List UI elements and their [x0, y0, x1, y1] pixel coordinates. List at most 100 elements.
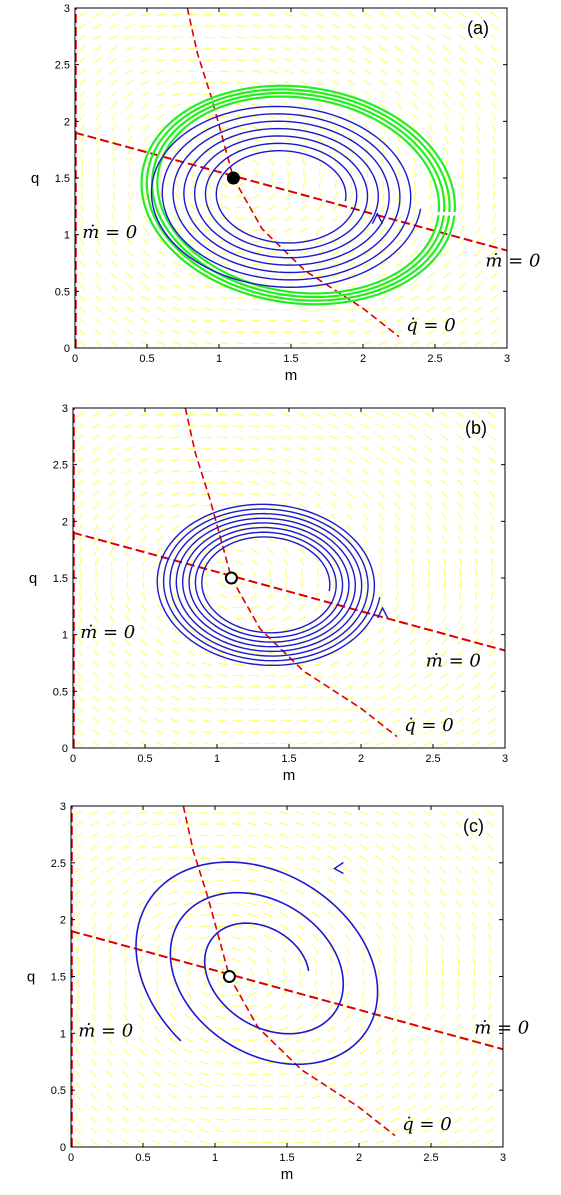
field-arrow [284, 204, 292, 211]
field-arrow [267, 69, 278, 74]
field-arrow [172, 70, 183, 73]
field-arrow [376, 684, 386, 690]
nullcline-annotation: ṁ = 0 [474, 1017, 529, 1038]
field-arrow [168, 1117, 178, 1122]
field-arrow [170, 945, 177, 953]
field-arrow [152, 845, 163, 849]
field-arrow [266, 979, 271, 988]
field-arrow [485, 1105, 495, 1112]
field-arrow [458, 272, 467, 279]
field-arrow [235, 58, 246, 62]
field-arrow [311, 911, 320, 919]
field-arrow [153, 923, 162, 930]
field-arrow [469, 1139, 479, 1146]
field-arrow [138, 446, 149, 451]
field-arrow [297, 469, 307, 474]
field-arrow [231, 1050, 242, 1053]
field-arrow [406, 1105, 416, 1111]
field-arrow [458, 546, 462, 555]
field-arrow [266, 592, 274, 600]
field-arrow [170, 684, 180, 690]
field-arrow [426, 68, 435, 75]
field-arrow [142, 569, 145, 578]
field-arrow [489, 501, 495, 510]
field-arrow [409, 956, 413, 965]
field-arrow [188, 59, 199, 62]
field-arrow [93, 513, 99, 521]
field-arrow [359, 877, 368, 885]
field-arrow [155, 649, 164, 656]
field-arrow [360, 695, 370, 701]
field-arrow [263, 901, 273, 906]
field-arrow [486, 1059, 494, 1067]
field-arrow [362, 341, 373, 346]
field-arrow [314, 319, 325, 323]
field-arrow [473, 317, 483, 324]
field-arrow [74, 1104, 82, 1112]
field-arrow [359, 1025, 367, 1033]
field-arrow [152, 834, 163, 837]
field-arrow [379, 592, 383, 601]
field-arrow [488, 479, 496, 487]
field-arrow [93, 34, 103, 41]
field-arrow [231, 1107, 242, 1110]
field-arrow [314, 307, 325, 312]
field-arrow [92, 945, 96, 954]
field-arrow [442, 283, 451, 290]
field-arrow [232, 980, 242, 986]
field-arrow [154, 480, 165, 485]
field-arrow [343, 1025, 352, 1033]
field-arrow [410, 306, 420, 313]
field-arrow [268, 569, 272, 578]
x-tick-label: 0.5 [137, 753, 152, 765]
field-arrow [247, 890, 258, 895]
field-arrow [457, 649, 464, 657]
field-arrow [168, 1128, 179, 1134]
field-arrow [91, 423, 101, 429]
y-tick-label: 0 [64, 343, 70, 355]
field-arrow [295, 912, 305, 919]
field-arrow [364, 124, 371, 132]
field-arrow [266, 536, 275, 543]
field-arrow [471, 717, 481, 724]
field-arrow [327, 833, 337, 838]
field-arrow [124, 626, 131, 634]
field-arrow [316, 580, 319, 589]
field-arrow [204, 250, 214, 255]
field-arrow [439, 888, 446, 896]
field-arrow [106, 1082, 114, 1090]
field-arrow [263, 890, 274, 895]
field-arrow [379, 90, 387, 98]
field-arrow [75, 1059, 81, 1067]
field-arrow [231, 925, 242, 928]
field-arrow [394, 318, 404, 324]
field-arrow [426, 318, 436, 324]
field-arrow [231, 811, 242, 815]
field-arrow [390, 1140, 400, 1145]
field-arrow [461, 180, 464, 189]
field-arrow [411, 113, 418, 121]
field-arrow [311, 855, 321, 861]
field-arrow [490, 34, 498, 41]
field-arrow [141, 318, 150, 324]
field-arrow [380, 203, 386, 212]
y-axis-label: q [31, 170, 39, 187]
field-arrow [188, 307, 198, 312]
field-arrow [154, 436, 165, 439]
field-arrow [455, 1024, 461, 1033]
field-arrow [327, 889, 336, 896]
field-arrow [247, 901, 258, 906]
field-arrow [408, 1013, 414, 1022]
field-arrow [109, 68, 119, 75]
field-arrow [410, 57, 419, 64]
field-arrow [80, 135, 85, 144]
field-arrow [215, 823, 226, 826]
field-arrow [125, 46, 135, 52]
field-arrow [141, 558, 146, 567]
field-arrow [284, 569, 288, 578]
field-arrow [111, 580, 113, 589]
field-arrow [155, 638, 164, 645]
field-arrow [296, 1014, 304, 1021]
field-arrow [188, 341, 198, 346]
field-arrow [154, 1002, 160, 1010]
